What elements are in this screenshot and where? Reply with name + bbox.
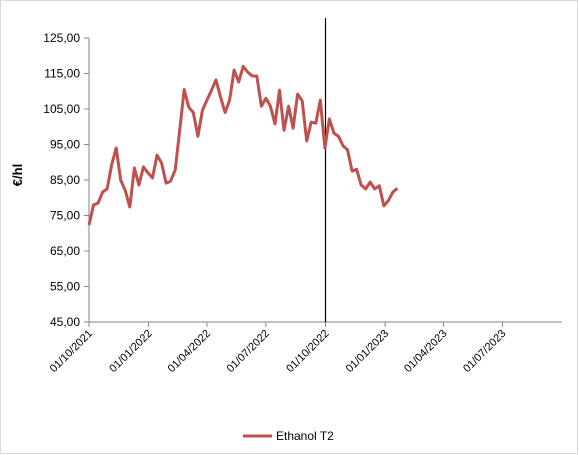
- y-tick-label: 115,00: [44, 67, 80, 81]
- y-tick-label: 125,00: [43, 31, 80, 45]
- data-line: [87, 64, 399, 226]
- y-axis-label: €/hl: [10, 164, 25, 186]
- y-tick-label: 45,00: [50, 315, 80, 329]
- y-tick-label: 55,00: [50, 280, 80, 294]
- y-tick-label: 85,00: [50, 173, 80, 187]
- y-tick-label: 65,00: [50, 244, 80, 258]
- legend-label: Ethanol T2: [276, 429, 334, 443]
- y-tick-label: 75,00: [50, 209, 80, 223]
- y-tick-label: 95,00: [50, 138, 80, 152]
- y-tick-label: 105,00: [43, 102, 80, 116]
